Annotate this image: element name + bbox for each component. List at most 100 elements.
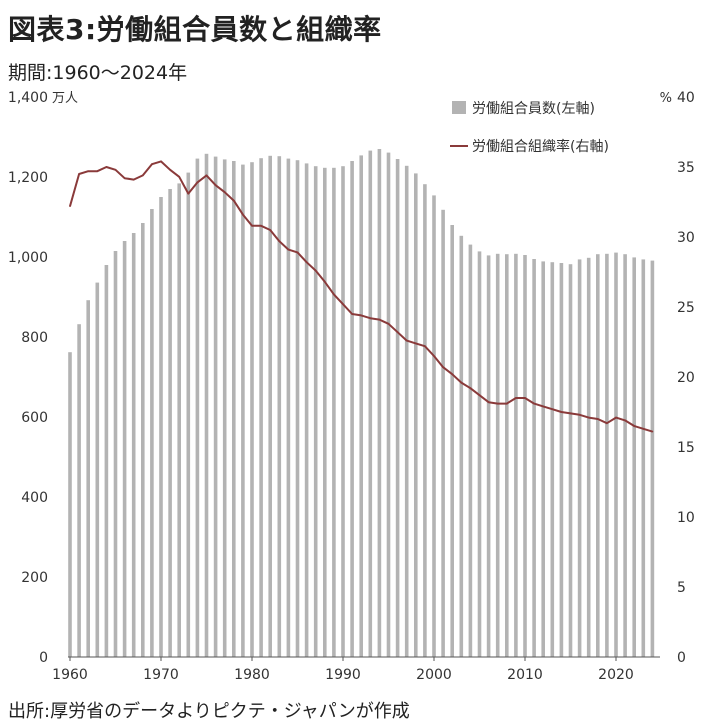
bar-1984 — [286, 158, 291, 657]
bar-1993 — [368, 150, 373, 657]
bar-1965 — [113, 251, 118, 657]
bar-1987 — [313, 166, 318, 657]
line-point-2014 — [560, 411, 563, 413]
legend-label-bars: 労働組合員数(左軸) — [472, 101, 595, 117]
legend-label-line: 労働組合組織率(右軸) — [472, 138, 609, 155]
line-point-2017 — [587, 416, 590, 419]
bar-1963 — [95, 282, 100, 657]
line-point-1996 — [396, 331, 399, 334]
line-point-1965 — [114, 169, 117, 171]
bar-2001 — [441, 209, 445, 658]
bar-1982 — [268, 155, 272, 658]
line-point-1970 — [160, 160, 162, 163]
bar-1960 — [68, 352, 72, 657]
line-point-1973 — [187, 192, 190, 195]
line-point-1963 — [96, 170, 99, 172]
line-point-2007 — [496, 402, 499, 405]
line-point-1964 — [105, 166, 108, 168]
bar-1999 — [423, 184, 427, 657]
line-point-2003 — [460, 381, 463, 384]
right-tick-label-5: 5 — [677, 580, 686, 596]
line-point-1986 — [305, 261, 308, 264]
bar-1971 — [168, 189, 172, 657]
bar-1991 — [350, 161, 354, 657]
line-point-2010 — [524, 397, 526, 399]
line-point-2000 — [433, 355, 435, 357]
x-tick-label-1980: 1980 — [234, 667, 270, 683]
right-tick-label-40: 40 — [677, 90, 695, 106]
left-tick-label-1000: 1,000 — [8, 250, 48, 266]
bar-2006 — [486, 255, 491, 657]
line-point-2006 — [487, 401, 490, 404]
period-label: 期間:1960〜2024年 — [8, 62, 188, 84]
bar-1975 — [204, 153, 209, 658]
bar-1994 — [377, 149, 382, 657]
bar-2018 — [596, 254, 600, 657]
bar-2021 — [623, 254, 627, 657]
line-point-1990 — [342, 303, 344, 306]
bar-1974 — [195, 158, 200, 657]
line-point-1992 — [360, 314, 363, 317]
right-tick-label-15: 15 — [677, 440, 695, 456]
bar-1989 — [332, 167, 336, 658]
bar-1990 — [341, 166, 345, 657]
line-point-1969 — [151, 163, 153, 165]
bar-1978 — [232, 161, 236, 657]
bar-2010 — [523, 255, 527, 657]
line-point-2022 — [633, 425, 635, 427]
line-point-2005 — [478, 394, 481, 397]
line-point-1981 — [260, 225, 262, 227]
line-point-1982 — [269, 229, 272, 231]
line-point-1995 — [387, 323, 390, 325]
bar-1968 — [141, 223, 145, 657]
bar-1977 — [222, 159, 227, 657]
left-tick-label-400: 400 — [21, 490, 48, 506]
bar-2020 — [614, 252, 618, 657]
bar-1997 — [404, 165, 409, 658]
line-point-1993 — [369, 317, 372, 320]
bar-2008 — [505, 254, 509, 657]
line-point-1968 — [142, 174, 144, 177]
bar-1973 — [186, 172, 191, 657]
line-point-1985 — [296, 251, 299, 254]
line-point-1984 — [287, 248, 290, 251]
line-point-2018 — [597, 418, 599, 420]
bar-2004 — [468, 244, 473, 657]
bar-2003 — [459, 235, 464, 658]
x-tick-label-2000: 2000 — [416, 667, 452, 683]
bar-1985 — [295, 160, 300, 657]
line-point-1989 — [333, 293, 335, 296]
line-point-1974 — [196, 181, 199, 184]
line-point-1962 — [87, 170, 89, 172]
bar-2015 — [568, 264, 573, 657]
line-layer — [69, 160, 654, 433]
right-tick-label-10: 10 — [677, 510, 695, 526]
line-point-1975 — [205, 174, 208, 177]
left-tick-label-800: 800 — [21, 330, 48, 346]
bar-2012 — [541, 261, 545, 657]
line-point-1998 — [415, 342, 417, 345]
bar-2013 — [550, 262, 555, 657]
right-tick-label-25: 25 — [677, 300, 695, 316]
legend: 労働組合員数(左軸) 労働組合組織率(右軸) — [450, 101, 609, 155]
left-tick-label-1400: 1,400 — [8, 90, 48, 106]
line-point-1979 — [242, 213, 244, 216]
bars-layer — [68, 149, 655, 658]
left-tick-label-1200: 1,200 — [8, 170, 48, 186]
bar-1964 — [104, 265, 109, 657]
line-point-2011 — [533, 402, 535, 405]
line-point-2013 — [551, 408, 554, 411]
line-point-2001 — [442, 366, 444, 369]
bar-2007 — [495, 253, 500, 658]
bar-1979 — [241, 164, 245, 657]
line-point-1999 — [424, 345, 426, 348]
bar-2000 — [432, 195, 436, 657]
right-tick-label-20: 20 — [677, 370, 695, 386]
bar-1976 — [213, 156, 218, 657]
left-tick-label-200: 200 — [21, 570, 48, 586]
bar-2022 — [632, 257, 636, 657]
left-tick-label-0: 0 — [39, 650, 48, 666]
right-axis-unit: % — [660, 91, 672, 106]
bar-1992 — [359, 155, 363, 657]
